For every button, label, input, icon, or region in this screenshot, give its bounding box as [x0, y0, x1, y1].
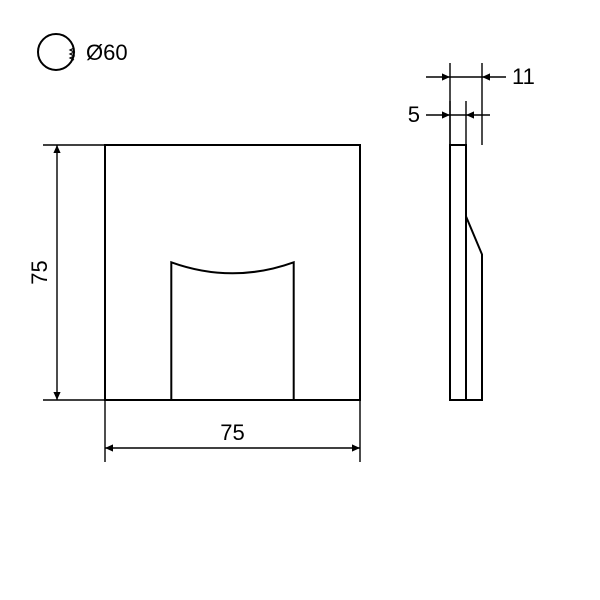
side-body [466, 216, 482, 400]
cutout-circle [38, 34, 74, 70]
diameter-label: Ø60 [86, 40, 128, 65]
side-depth-11-label: 11 [512, 64, 535, 89]
front-width-dim-label: 75 [220, 420, 244, 445]
front-recess [171, 262, 293, 400]
side-faceplate [450, 145, 466, 400]
technical-drawing: Ø60 75 75 5 11 [0, 0, 600, 600]
front-height-dim-label: 75 [27, 260, 52, 284]
side-depth-5-label: 5 [408, 102, 420, 127]
